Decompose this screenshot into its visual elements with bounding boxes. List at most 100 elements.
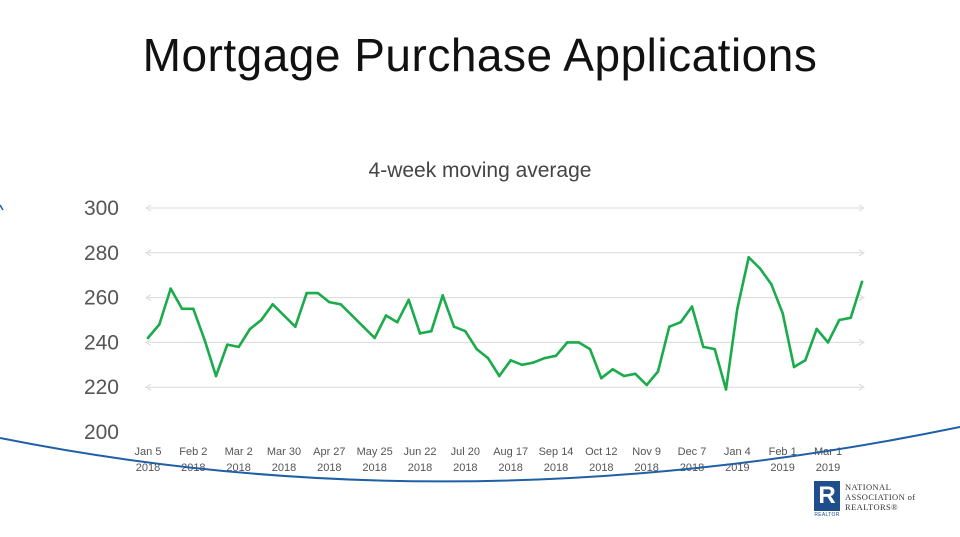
data-point: [475, 347, 478, 351]
data-point: [271, 303, 274, 306]
x-tick-label: Feb 1: [769, 446, 797, 458]
data-point: [645, 383, 648, 387]
x-tick-label-year: 2018: [272, 462, 296, 474]
data-point: [600, 376, 603, 380]
data-point: [758, 267, 762, 270]
y-tick-label: 220: [84, 376, 119, 399]
logo-line-2: ASSOCIATION of: [845, 492, 916, 502]
x-tick-label: Mar 2: [225, 446, 253, 458]
data-point: [747, 255, 750, 259]
x-tick-label-year: 2018: [634, 462, 658, 474]
data-point: [498, 374, 501, 378]
data-point: [509, 359, 512, 362]
data-point: [180, 307, 184, 311]
gridline-arrow-right-icon: [858, 338, 865, 346]
data-point: [815, 327, 818, 331]
gridline-arrow-left-icon: [145, 249, 152, 257]
data-point: [384, 314, 388, 317]
data-point: [611, 367, 614, 371]
data-point: [702, 345, 705, 349]
x-tick-label-year: 2019: [770, 462, 794, 474]
data-point: [305, 291, 308, 295]
data-point: [192, 307, 195, 311]
data-point: [248, 327, 252, 331]
data-point: [146, 336, 150, 340]
data-point: [532, 361, 535, 364]
x-tick-label: Jun 22: [403, 446, 436, 458]
data-point: [396, 320, 399, 324]
x-tick-label: Nov 9: [632, 446, 661, 458]
data-point: [634, 372, 637, 376]
series-line: [146, 255, 864, 391]
x-tick-label: Feb 2: [179, 446, 207, 458]
data-point: [781, 311, 784, 315]
gridline-arrow-left-icon: [145, 383, 152, 391]
x-tick-label: Aug 17: [493, 446, 528, 458]
data-point: [588, 347, 592, 351]
x-tick-label-year: 2018: [408, 462, 432, 474]
chart-subtitle: 4-week moving average: [369, 159, 592, 182]
data-point: [226, 343, 229, 346]
data-point: [464, 329, 467, 333]
data-point: [452, 325, 456, 329]
data-point: [430, 329, 433, 333]
data-point: [441, 294, 444, 297]
x-tick-label-year: 2018: [453, 462, 477, 474]
decorative-arc-left-mark: [0, 204, 4, 211]
gridline-arrow-left-icon: [145, 338, 152, 346]
data-point: [373, 336, 376, 340]
data-point: [713, 347, 716, 351]
logo-line-1: NATIONAL: [845, 482, 892, 492]
data-point: [362, 325, 365, 329]
y-tick-label: 200: [84, 421, 119, 444]
x-tick-label-year: 2018: [317, 462, 341, 474]
x-tick-label: Jan 4: [724, 446, 751, 458]
y-tick-label: 300: [84, 197, 119, 220]
data-point: [486, 356, 490, 360]
data-point: [826, 341, 830, 344]
x-tick-label-year: 2018: [136, 462, 160, 474]
x-tick-label: Jan 5: [135, 446, 162, 458]
data-point: [770, 282, 773, 286]
data-point: [203, 338, 206, 342]
data-point: [656, 370, 660, 373]
data-point: [622, 374, 626, 378]
data-point: [520, 363, 524, 367]
x-tick-label: Dec 7: [678, 446, 707, 458]
data-point: [736, 307, 739, 311]
data-point: [849, 316, 852, 320]
data-point: [316, 291, 320, 295]
data-point: [169, 287, 172, 290]
data-point: [668, 325, 671, 329]
page-title: Mortgage Purchase Applications: [142, 29, 818, 81]
y-axis: 200 220 240 260 280 300: [84, 197, 119, 444]
data-point: [328, 300, 331, 304]
logo-wordmark: NATIONAL ASSOCIATION of REALTORS®: [845, 482, 945, 512]
x-tick-label-year: 2018: [498, 462, 522, 474]
decorative-arc: [0, 426, 960, 483]
data-point: [339, 303, 342, 306]
data-point: [282, 314, 286, 317]
y-tick-label: 240: [84, 331, 119, 354]
logo-realtor-caption: REALTOR: [814, 512, 840, 518]
data-point: [724, 388, 728, 391]
gridline-arrow-right-icon: [858, 249, 865, 257]
data-point: [214, 374, 218, 378]
gridline-arrow-left-icon: [145, 294, 152, 302]
x-tick-label: Mar 30: [267, 446, 301, 458]
nar-logo: R REALTOR NATIONAL ASSOCIATION of REALTO…: [814, 479, 944, 519]
realtor-r-icon: R: [814, 481, 840, 511]
x-tick-label-year: 2018: [544, 462, 568, 474]
gridline-arrow-left-icon: [145, 204, 152, 212]
data-point: [294, 325, 297, 329]
x-tick-label: Oct 12: [585, 446, 617, 458]
data-point: [237, 345, 240, 349]
data-point: [860, 280, 864, 284]
data-point: [543, 356, 546, 360]
data-point: [554, 354, 558, 358]
data-point: [260, 318, 263, 322]
data-point: [407, 298, 410, 302]
data-point: [577, 341, 580, 344]
x-tick-label: Jul 20: [451, 446, 480, 458]
